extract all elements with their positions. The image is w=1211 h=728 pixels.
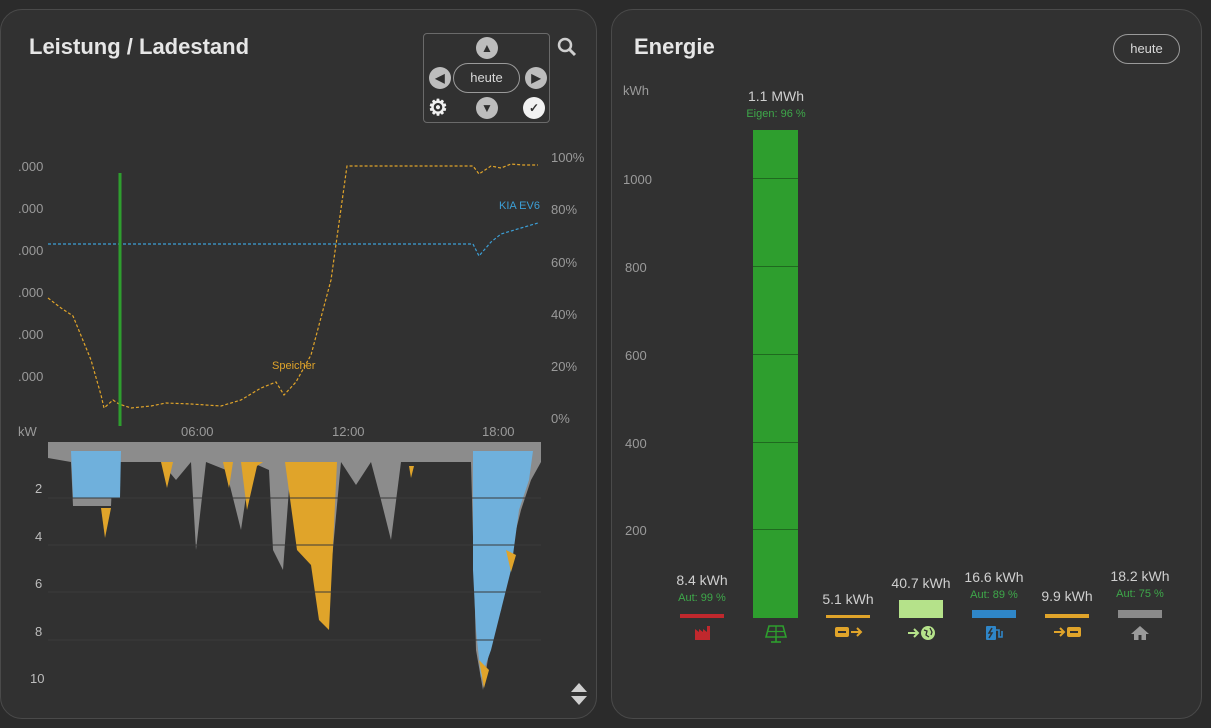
bar: [753, 130, 798, 618]
chevron-down-icon[interactable]: ▼: [476, 97, 498, 119]
bar-value: 16.6 kWh: [964, 569, 1024, 585]
bar-value: 5.1 kWh: [822, 591, 874, 607]
y-tick: 400: [625, 436, 647, 451]
y-tick: 800: [625, 260, 647, 275]
battery-area: [101, 508, 111, 538]
soc-tick: 40%: [551, 307, 578, 322]
car-series-label: KIA EV6: [499, 200, 540, 212]
bar-sub: Aut: 99 %: [678, 592, 726, 604]
energy-title: Energie: [634, 34, 715, 59]
car-soc-line: [48, 222, 539, 258]
y-tick: 1000: [623, 172, 652, 187]
kw-tick: 10: [30, 671, 45, 686]
house-icon: [1128, 625, 1152, 646]
bar-sub: Aut: 89 %: [970, 589, 1018, 601]
bar-sub: Eigen: 96 %: [746, 108, 806, 120]
battery-series-label: Speicher: [272, 360, 316, 372]
grid-export-icon: [907, 625, 937, 646]
soc-lines: [47, 163, 539, 426]
battery-soc-line: [47, 163, 538, 410]
chevron-right-icon[interactable]: ▶: [525, 67, 547, 89]
power-area-chart: [48, 442, 541, 690]
time-tick: 18:00: [482, 424, 515, 439]
power-tick: .000: [18, 201, 44, 216]
bar: [680, 614, 724, 618]
scroll-updown-icon[interactable]: [570, 682, 588, 711]
soc-tick: 80%: [551, 202, 578, 217]
date-navigator: ▲ ◀ heute ▶ ⚙ ▼ ✓: [423, 33, 550, 123]
chart-title: Leistung / Ladestand: [29, 34, 250, 59]
grid-import-area-evening: [473, 451, 533, 678]
bar-value: 1.1 MWh: [747, 88, 804, 104]
chevron-left-icon[interactable]: ◀: [429, 67, 451, 89]
kw-tick: 4: [35, 529, 43, 544]
solar-panel-icon: [764, 625, 788, 648]
soc-tick: 100%: [551, 150, 585, 165]
date-select-button[interactable]: heute: [1113, 34, 1180, 64]
ev-charger-icon: [982, 625, 1006, 646]
power-soc-chart: [47, 163, 541, 690]
power-tick: .000: [18, 159, 44, 174]
bar: [1118, 610, 1162, 618]
battery-discharge-icon: [834, 625, 864, 644]
chevron-up-icon[interactable]: ▲: [476, 37, 498, 59]
kw-tick: 6: [35, 576, 43, 591]
time-tick: 06:00: [181, 424, 214, 439]
factory-icon: [691, 625, 715, 646]
soc-tick: 60%: [551, 255, 578, 270]
gear-icon[interactable]: ⚙: [428, 95, 448, 120]
bar-value: 8.4 kWh: [676, 572, 728, 588]
bar-sub: Aut: 75 %: [1116, 588, 1164, 600]
date-select-button[interactable]: heute: [453, 63, 520, 93]
power-soc-card: Leistung / Ladestand ▲ ◀ heute ▶ ⚙ ▼ ✓ .…: [0, 9, 597, 719]
soc-tick: 0%: [551, 411, 570, 426]
bar: [1045, 614, 1089, 618]
unit-label: kWh: [623, 83, 649, 98]
battery-area-2: [161, 462, 516, 688]
battery-charge-icon: [1053, 625, 1083, 644]
grid-import-area: [71, 451, 121, 498]
search-icon[interactable]: [557, 37, 577, 62]
bar-value: 40.7 kWh: [891, 575, 951, 591]
time-tick: 12:00: [332, 424, 365, 439]
bar: [826, 615, 870, 618]
y-tick: 600: [625, 348, 647, 363]
kw-unit-label: kW: [18, 424, 37, 439]
kw-tick: 8: [35, 624, 43, 639]
bar-value: 9.9 kWh: [1041, 588, 1093, 604]
power-tick: .000: [18, 243, 44, 258]
soc-tick: 20%: [551, 359, 578, 374]
power-tick: .000: [18, 369, 44, 384]
bar-value: 18.2 kWh: [1110, 568, 1170, 584]
check-icon[interactable]: ✓: [523, 97, 545, 119]
bar: [899, 600, 943, 618]
power-tick: .000: [18, 327, 44, 342]
power-tick: .000: [18, 285, 44, 300]
kw-tick: 2: [35, 481, 43, 496]
y-tick: 200: [625, 523, 647, 538]
energy-card: Energie heute kWh 1000 800 600 400 200 8…: [611, 9, 1202, 719]
bar: [972, 610, 1016, 618]
